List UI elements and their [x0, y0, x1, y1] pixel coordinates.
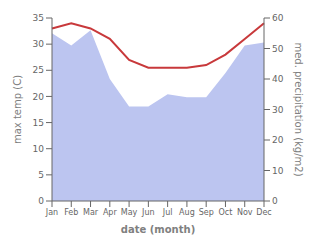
svg-text:60: 60	[272, 13, 284, 23]
svg-text:30: 30	[272, 105, 284, 115]
svg-text:Dec: Dec	[256, 208, 271, 217]
svg-text:5: 5	[38, 170, 44, 180]
svg-text:med. precipitation (kg/m2): med. precipitation (kg/m2)	[293, 42, 304, 176]
svg-text:50: 50	[272, 44, 284, 54]
svg-text:Oct: Oct	[219, 208, 233, 217]
svg-text:0: 0	[272, 196, 278, 206]
svg-text:0: 0	[38, 196, 44, 206]
svg-text:Jul: Jul	[162, 208, 173, 217]
svg-text:May: May	[121, 208, 138, 217]
svg-text:date (month): date (month)	[121, 224, 195, 235]
svg-text:30: 30	[33, 39, 45, 49]
svg-text:Apr: Apr	[103, 208, 118, 217]
svg-text:Nov: Nov	[237, 208, 253, 217]
svg-text:Mar: Mar	[83, 208, 99, 217]
svg-text:15: 15	[33, 118, 44, 128]
svg-text:Jan: Jan	[45, 208, 58, 217]
svg-text:Sep: Sep	[199, 208, 214, 217]
svg-text:20: 20	[33, 92, 45, 102]
svg-text:35: 35	[33, 13, 44, 23]
svg-text:max temp (C): max temp (C)	[12, 75, 23, 144]
svg-text:10: 10	[33, 144, 45, 154]
svg-text:Jun: Jun	[141, 208, 155, 217]
svg-text:40: 40	[272, 74, 284, 84]
svg-text:25: 25	[33, 65, 44, 75]
svg-text:10: 10	[272, 166, 284, 176]
svg-text:Feb: Feb	[64, 208, 78, 217]
svg-text:Aug: Aug	[179, 208, 195, 217]
svg-text:20: 20	[272, 135, 284, 145]
